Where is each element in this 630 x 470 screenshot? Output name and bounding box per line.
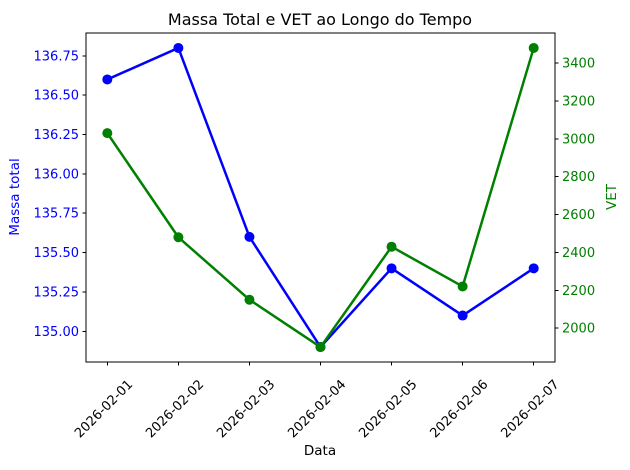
left-axis-tick-label: 135.00	[34, 325, 80, 340]
massa-total-line	[106, 46, 535, 349]
vet-series	[102, 42, 539, 353]
left-axis-tick-label: 136.75	[34, 49, 80, 64]
vet-line	[106, 46, 535, 349]
data-point-vet	[315, 342, 326, 353]
massa-total-series	[102, 42, 539, 353]
right-axis-tick-label: 3000	[562, 132, 595, 147]
x-axis-tick-label: 2026-02-01	[72, 377, 136, 441]
right-axis-tick-label: 2800	[562, 170, 595, 185]
data-point-massa-total	[102, 74, 113, 85]
left-axis-tick-label: 136.25	[34, 128, 80, 143]
left-axis-label: Massa total	[7, 158, 23, 235]
x-axis-tick-label: 2026-02-04	[285, 377, 349, 441]
data-point-massa-total	[457, 310, 468, 321]
data-point-vet	[244, 294, 255, 305]
data-point-vet	[457, 281, 468, 292]
right-axis-tick-label: 2400	[562, 246, 595, 261]
x-axis-tick-label: 2026-02-06	[427, 377, 491, 441]
data-point-massa-total	[173, 42, 184, 53]
x-axis-tick-label: 2026-02-07	[498, 377, 562, 441]
left-axis-tick-label: 135.50	[34, 246, 80, 261]
data-point-massa-total	[386, 263, 397, 274]
right-axis-tick-label: 3200	[562, 94, 595, 109]
data-point-massa-total	[528, 263, 539, 274]
axis-ticks-layer: 135.00 135.25 135.50 135.75 136.00 136.25 136.…	[34, 49, 596, 441]
left-axis-tick-label: 136.00	[34, 167, 80, 182]
right-axis-tick-label: 2600	[562, 208, 595, 223]
right-axis-tick-label: 2200	[562, 284, 595, 299]
left-axis-tick-label: 135.75	[34, 207, 80, 222]
data-point-vet	[173, 232, 184, 243]
x-axis-tick-label: 2026-02-05	[356, 377, 420, 441]
x-axis-tick-label: 2026-02-02	[143, 377, 207, 441]
series-layer	[102, 42, 539, 353]
right-axis-tick-label: 3400	[562, 57, 595, 72]
left-axis-tick-label: 135.25	[34, 285, 80, 300]
data-point-massa-total	[244, 231, 255, 242]
data-point-vet	[528, 42, 539, 53]
chart-title: Massa Total e VET ao Longo do Tempo	[168, 10, 472, 29]
x-axis-tick-label: 2026-02-03	[214, 377, 278, 441]
right-axis-label: VET	[604, 183, 620, 210]
left-axis-tick-label: 136.50	[34, 89, 80, 104]
data-point-vet	[102, 128, 113, 139]
x-axis-label: Data	[304, 443, 336, 459]
data-point-vet	[386, 241, 397, 252]
right-axis-tick-label: 2000	[562, 322, 595, 337]
plot-spines	[85, 32, 556, 363]
